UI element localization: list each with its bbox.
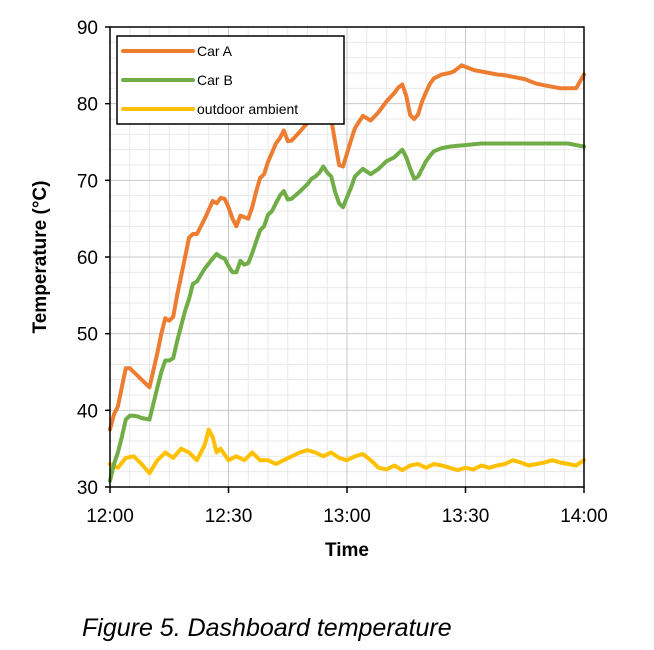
x-tick-label: 14:00 — [560, 506, 608, 527]
y-axis-title: Temperature (°C) — [30, 181, 51, 334]
figure-caption: Figure 5. Dashboard temperature — [82, 614, 452, 642]
y-tick-label: 70 — [77, 171, 98, 192]
y-tick-label: 80 — [77, 95, 98, 116]
y-tick-label: 50 — [77, 325, 98, 346]
y-axis-tick-labels: 30 40 50 60 70 80 90 — [77, 18, 110, 499]
legend-label-car-b: Car B — [197, 72, 233, 88]
legend-label-car-a: Car A — [197, 43, 233, 59]
chart-legend: Car A Car B outdoor ambient — [116, 35, 345, 125]
y-tick-label: 90 — [77, 18, 98, 39]
y-tick-label: 60 — [77, 248, 98, 269]
legend-label-outdoor-ambient: outdoor ambient — [197, 101, 298, 117]
temperature-chart: 30 40 50 60 70 80 90 12:00 12:30 13:00 13:30 14:00… — [30, 18, 608, 561]
y-tick-label: 30 — [77, 478, 98, 499]
x-tick-label: 12:00 — [86, 506, 134, 527]
x-tick-label: 13:00 — [323, 506, 371, 527]
series-line-outdoor-ambient — [108, 427, 586, 476]
x-tick-label: 13:30 — [442, 506, 490, 527]
series-line-car-b — [108, 141, 586, 483]
major-gridlines — [110, 27, 584, 487]
y-tick-label: 40 — [77, 401, 98, 422]
x-tick-label: 12:30 — [205, 506, 253, 527]
x-axis-tick-labels: 12:00 12:30 13:00 13:30 14:00 — [86, 487, 608, 527]
x-axis-title: Time — [325, 540, 369, 561]
